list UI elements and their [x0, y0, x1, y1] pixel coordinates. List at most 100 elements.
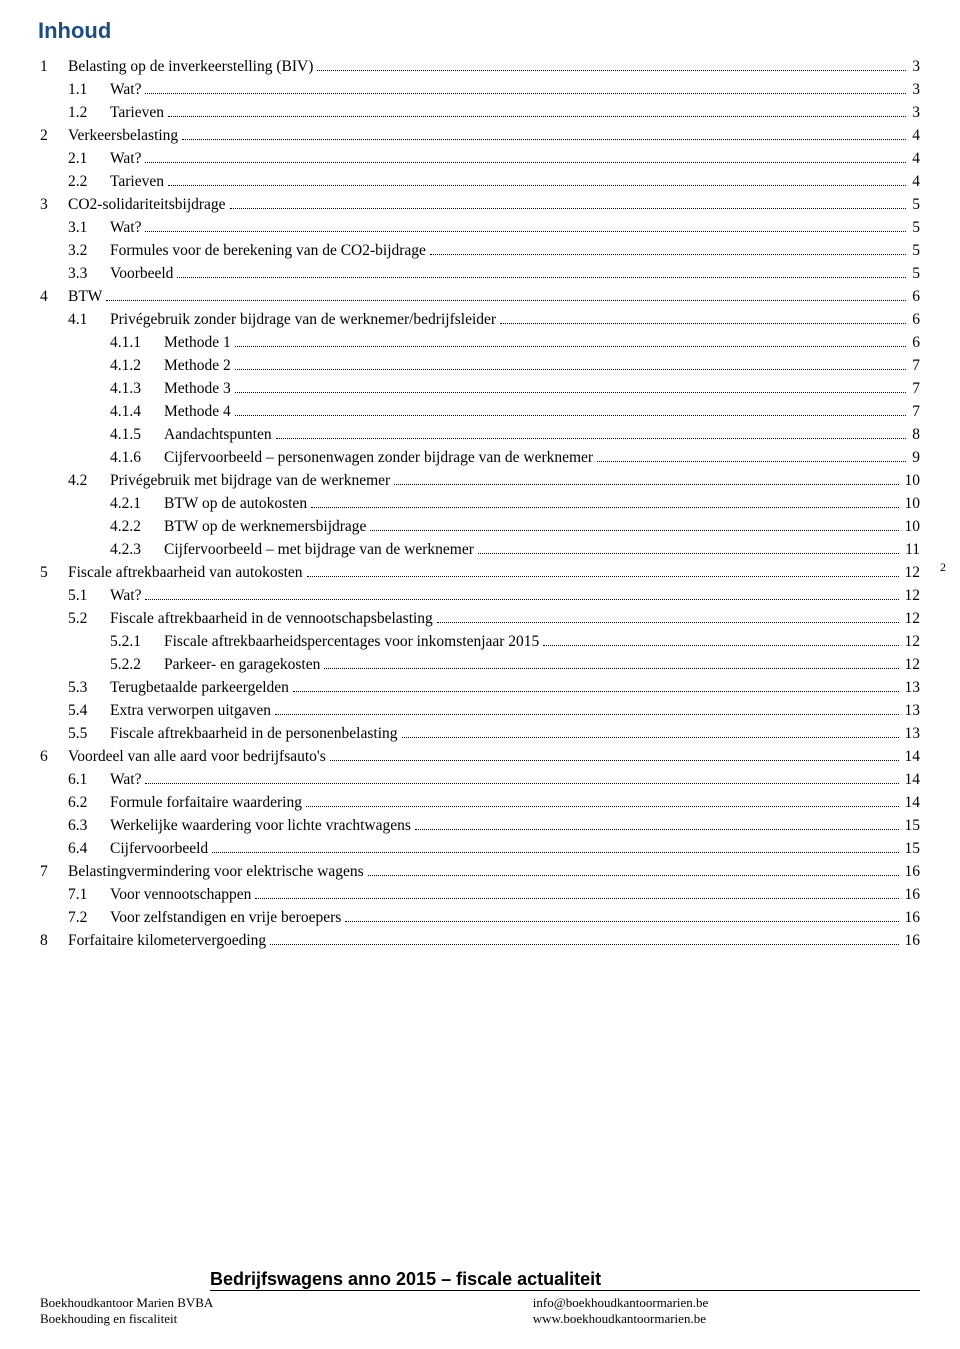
- toc-number: 4: [40, 288, 68, 306]
- toc-leader-dots: [145, 93, 906, 94]
- toc-row[interactable]: 4BTW6: [40, 288, 920, 306]
- toc-row[interactable]: 4.1.2Methode 27: [40, 357, 920, 375]
- toc-row[interactable]: 6.1Wat?14: [40, 771, 920, 789]
- toc-row[interactable]: 5Fiscale aftrekbaarheid van autokosten12: [40, 564, 920, 582]
- toc-label: Voordeel van alle aard voor bedrijfsauto…: [68, 748, 326, 766]
- toc-row[interactable]: 4.1.5Aandachtspunten8: [40, 426, 920, 444]
- toc-page: 12: [903, 610, 921, 628]
- toc-leader-dots: [370, 530, 898, 531]
- toc-label: Terugbetaalde parkeergelden: [110, 679, 289, 697]
- toc-row[interactable]: 5.2.1Fiscale aftrekbaarheidspercentages …: [40, 633, 920, 651]
- toc-leader-dots: [276, 438, 907, 439]
- toc-page: 6: [910, 334, 920, 352]
- toc-label: Forfaitaire kilometervergoeding: [68, 932, 266, 950]
- toc-page: 14: [903, 794, 921, 812]
- toc-row[interactable]: 2.1Wat?4: [40, 150, 920, 168]
- toc-number: 7: [40, 863, 68, 881]
- toc-row[interactable]: 5.5Fiscale aftrekbaarheid in de personen…: [40, 725, 920, 743]
- toc-row[interactable]: 5.2Fiscale aftrekbaarheid in de vennoots…: [40, 610, 920, 628]
- toc-label: Verkeersbelasting: [68, 127, 178, 145]
- toc-label: Formule forfaitaire waardering: [110, 794, 302, 812]
- toc-page: 12: [903, 587, 921, 605]
- toc-row[interactable]: 4.2.2BTW op de werknemersbijdrage10: [40, 518, 920, 536]
- toc-row[interactable]: 3.2Formules voor de berekening van de CO…: [40, 242, 920, 260]
- toc-leader-dots: [311, 507, 898, 508]
- footer-tagline: Boekhouding en fiscaliteit: [40, 1311, 533, 1327]
- toc-number: 1: [40, 58, 68, 76]
- toc-leader-dots: [145, 599, 898, 600]
- toc-row[interactable]: 6.4Cijfervoorbeeld15: [40, 840, 920, 858]
- toc-row[interactable]: 4.1Privégebruik zonder bijdrage van de w…: [40, 311, 920, 329]
- toc-label: Methode 1: [164, 334, 231, 352]
- toc-row[interactable]: 5.1Wat?12: [40, 587, 920, 605]
- table-of-contents: 1Belasting op de inverkeerstelling (BIV)…: [40, 58, 920, 950]
- toc-row[interactable]: 4.2Privégebruik met bijdrage van de werk…: [40, 472, 920, 490]
- toc-number: 7.1: [68, 886, 110, 904]
- toc-number: 1.1: [68, 81, 110, 99]
- toc-row[interactable]: 2.2Tarieven4: [40, 173, 920, 191]
- toc-row[interactable]: 3.1Wat?5: [40, 219, 920, 237]
- toc-leader-dots: [275, 714, 899, 715]
- toc-number: 3.2: [68, 242, 110, 260]
- toc-page: 14: [903, 771, 921, 789]
- toc-leader-dots: [145, 162, 906, 163]
- toc-leader-dots: [145, 783, 898, 784]
- toc-row[interactable]: 2Verkeersbelasting4: [40, 127, 920, 145]
- toc-page: 16: [903, 886, 921, 904]
- toc-page: 3: [910, 58, 920, 76]
- toc-row[interactable]: 8Forfaitaire kilometervergoeding 16: [40, 932, 920, 950]
- toc-number: 5.5: [68, 725, 110, 743]
- toc-row[interactable]: 3.3Voorbeeld5: [40, 265, 920, 283]
- footer-title-wrap: Bedrijfswagens anno 2015 – fiscale actua…: [210, 1269, 920, 1291]
- toc-label: Werkelijke waardering voor lichte vracht…: [110, 817, 411, 835]
- toc-page: 13: [903, 702, 921, 720]
- toc-number: 3.1: [68, 219, 110, 237]
- toc-page: 10: [903, 472, 921, 490]
- toc-number: 4.1.4: [110, 403, 164, 421]
- toc-row[interactable]: 5.4Extra verworpen uitgaven13: [40, 702, 920, 720]
- toc-leader-dots: [478, 553, 899, 554]
- toc-row[interactable]: 4.1.1Methode 1 6: [40, 334, 920, 352]
- toc-row[interactable]: 7.1Voor vennootschappen16: [40, 886, 920, 904]
- toc-number: 4.1.3: [110, 380, 164, 398]
- toc-row[interactable]: 4.1.6Cijfervoorbeeld – personenwagen zon…: [40, 449, 920, 467]
- toc-page: 16: [903, 932, 921, 950]
- toc-page: 16: [903, 863, 921, 881]
- toc-row[interactable]: 1.1Wat?3: [40, 81, 920, 99]
- footer-right: info@boekhoudkantoormarien.be www.boekho…: [533, 1295, 920, 1327]
- toc-number: 5.4: [68, 702, 110, 720]
- toc-page: 5: [910, 265, 920, 283]
- toc-row[interactable]: 1.2Tarieven3: [40, 104, 920, 122]
- toc-number: 4.1.1: [110, 334, 164, 352]
- toc-leader-dots: [177, 277, 906, 278]
- toc-page: 5: [910, 242, 920, 260]
- toc-row[interactable]: 3CO2-solidariteitsbijdrage5: [40, 196, 920, 214]
- toc-number: 6.3: [68, 817, 110, 835]
- toc-page: 4: [910, 127, 920, 145]
- toc-row[interactable]: 4.2.1BTW op de autokosten10: [40, 495, 920, 513]
- toc-leader-dots: [394, 484, 898, 485]
- toc-number: 6.1: [68, 771, 110, 789]
- toc-row[interactable]: 4.2.3Cijfervoorbeeld – met bijdrage van …: [40, 541, 920, 559]
- toc-label: Belasting op de inverkeerstelling (BIV): [68, 58, 313, 76]
- toc-number: 6.2: [68, 794, 110, 812]
- toc-row[interactable]: 6.3Werkelijke waardering voor lichte vra…: [40, 817, 920, 835]
- toc-row[interactable]: 7Belastingvermindering voor elektrische …: [40, 863, 920, 881]
- toc-row[interactable]: 7.2Voor zelfstandigen en vrije beroepers…: [40, 909, 920, 927]
- toc-row[interactable]: 5.3Terugbetaalde parkeergelden13: [40, 679, 920, 697]
- toc-row[interactable]: 1Belasting op de inverkeerstelling (BIV)…: [40, 58, 920, 76]
- toc-label: Privégebruik met bijdrage van de werknem…: [110, 472, 390, 490]
- toc-number: 5.2: [68, 610, 110, 628]
- toc-row[interactable]: 6Voordeel van alle aard voor bedrijfsaut…: [40, 748, 920, 766]
- toc-leader-dots: [324, 668, 898, 669]
- toc-label: Formules voor de berekening van de CO2-b…: [110, 242, 426, 260]
- toc-row[interactable]: 4.1.3Methode 37: [40, 380, 920, 398]
- toc-label: Cijfervoorbeeld – personenwagen zonder b…: [164, 449, 593, 467]
- toc-leader-dots: [106, 300, 906, 301]
- toc-row[interactable]: 5.2.2Parkeer- en garagekosten12: [40, 656, 920, 674]
- toc-row[interactable]: 4.1.4Methode 47: [40, 403, 920, 421]
- toc-number: 8: [40, 932, 68, 950]
- toc-row[interactable]: 6.2Formule forfaitaire waardering 14: [40, 794, 920, 812]
- toc-label: Aandachtspunten: [164, 426, 272, 444]
- toc-number: 4.2.1: [110, 495, 164, 513]
